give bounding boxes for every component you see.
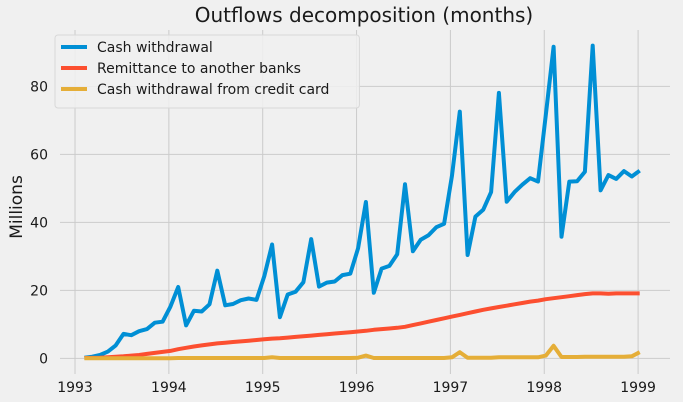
x-tick-label: 1993 xyxy=(57,380,93,396)
tick-labels: 1993 1994 1995 1996 1997 1998 1999 0 20 40 60 80 xyxy=(30,79,656,396)
x-tick-label: 1997 xyxy=(433,380,469,396)
legend-label: Cash withdrawal xyxy=(97,40,213,56)
x-tick-label: 1994 xyxy=(151,380,187,396)
legend: Cash withdrawal Remittance to another ban… xyxy=(54,34,360,109)
y-tick-label: 40 xyxy=(30,215,48,231)
x-tick-label: 1995 xyxy=(245,380,281,396)
legend-box xyxy=(54,34,360,109)
legend-label: Cash withdrawal from credit card xyxy=(97,82,329,98)
y-tick-label: 80 xyxy=(30,79,48,95)
series-line-2 xyxy=(84,291,640,360)
y-tick-label: 0 xyxy=(39,351,48,367)
legend-label: Remittance to another banks xyxy=(97,61,301,77)
chart-title: Outflows decomposition (months) xyxy=(195,3,533,27)
y-tick-label: 60 xyxy=(30,147,48,163)
y-tick-label: 20 xyxy=(30,283,48,299)
x-tick-label: 1996 xyxy=(339,380,375,396)
x-tick-label: 1998 xyxy=(526,380,562,396)
series-line-3 xyxy=(84,343,641,361)
y-axis-label: Millions xyxy=(7,175,27,239)
x-tick-label: 1999 xyxy=(620,380,656,396)
series-lines xyxy=(84,43,641,361)
series-line-1 xyxy=(84,43,641,360)
